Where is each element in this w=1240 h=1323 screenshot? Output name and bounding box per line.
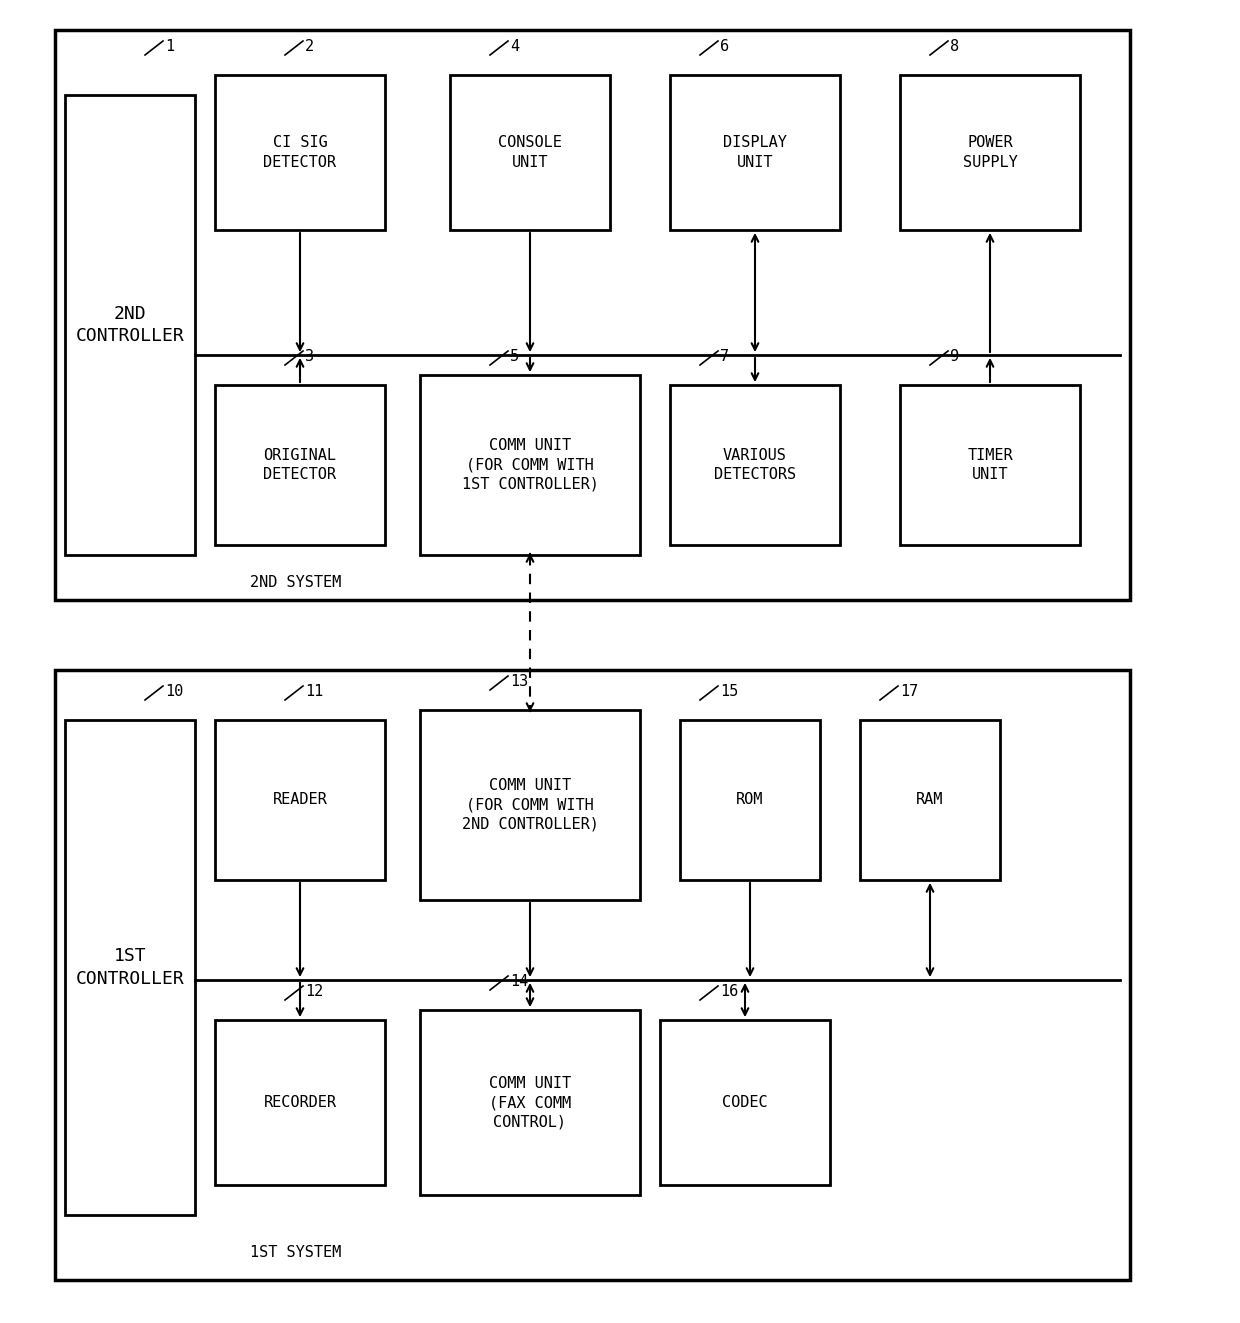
Text: POWER
SUPPLY: POWER SUPPLY <box>962 135 1017 169</box>
Text: COMM UNIT
(FOR COMM WITH
1ST CONTROLLER): COMM UNIT (FOR COMM WITH 1ST CONTROLLER) <box>461 438 599 492</box>
Text: 16: 16 <box>720 984 738 999</box>
Text: 2ND
CONTROLLER: 2ND CONTROLLER <box>76 304 185 345</box>
Bar <box>861 720 999 880</box>
Text: 2ND SYSTEM: 2ND SYSTEM <box>250 576 341 590</box>
Bar <box>64 95 195 556</box>
Text: RAM: RAM <box>916 792 944 807</box>
Text: 17: 17 <box>900 684 919 699</box>
Bar <box>900 75 1080 230</box>
Text: RECORDER: RECORDER <box>263 1095 336 1110</box>
Text: 12: 12 <box>305 984 324 999</box>
Text: 7: 7 <box>720 349 729 364</box>
Text: 15: 15 <box>720 684 738 699</box>
Text: 4: 4 <box>510 38 520 54</box>
Bar <box>900 385 1080 545</box>
Text: 1ST SYSTEM: 1ST SYSTEM <box>250 1245 341 1259</box>
Bar <box>215 75 384 230</box>
Bar <box>215 1020 384 1185</box>
Text: 9: 9 <box>950 349 959 364</box>
Bar <box>55 669 1130 1279</box>
Bar <box>680 720 820 880</box>
Text: VARIOUS
DETECTORS: VARIOUS DETECTORS <box>714 448 796 482</box>
Bar <box>670 385 839 545</box>
Text: CI SIG
DETECTOR: CI SIG DETECTOR <box>263 135 336 169</box>
Bar <box>215 720 384 880</box>
Text: 14: 14 <box>510 974 528 990</box>
Text: 13: 13 <box>510 673 528 689</box>
Text: CODEC: CODEC <box>722 1095 768 1110</box>
Text: CONSOLE
UNIT: CONSOLE UNIT <box>498 135 562 169</box>
Text: 10: 10 <box>165 684 184 699</box>
Text: COMM UNIT
(FOR COMM WITH
2ND CONTROLLER): COMM UNIT (FOR COMM WITH 2ND CONTROLLER) <box>461 778 599 832</box>
Text: ROM: ROM <box>737 792 764 807</box>
Text: 6: 6 <box>720 38 729 54</box>
Text: 8: 8 <box>950 38 959 54</box>
Text: 11: 11 <box>305 684 324 699</box>
Text: READER: READER <box>273 792 327 807</box>
Text: 1: 1 <box>165 38 174 54</box>
Text: 5: 5 <box>510 349 520 364</box>
Bar <box>660 1020 830 1185</box>
Text: 1ST
CONTROLLER: 1ST CONTROLLER <box>76 947 185 988</box>
Text: ORIGINAL
DETECTOR: ORIGINAL DETECTOR <box>263 448 336 482</box>
Text: DISPLAY
UNIT: DISPLAY UNIT <box>723 135 787 169</box>
Bar <box>55 30 1130 601</box>
Bar <box>215 385 384 545</box>
Bar <box>450 75 610 230</box>
Bar <box>420 710 640 900</box>
Text: TIMER
UNIT: TIMER UNIT <box>967 448 1013 482</box>
Text: 2: 2 <box>305 38 314 54</box>
Bar <box>420 1009 640 1195</box>
Bar <box>64 720 195 1215</box>
Bar <box>420 374 640 556</box>
Text: COMM UNIT
(FAX COMM
CONTROL): COMM UNIT (FAX COMM CONTROL) <box>489 1076 572 1130</box>
Bar <box>670 75 839 230</box>
Text: 3: 3 <box>305 349 314 364</box>
